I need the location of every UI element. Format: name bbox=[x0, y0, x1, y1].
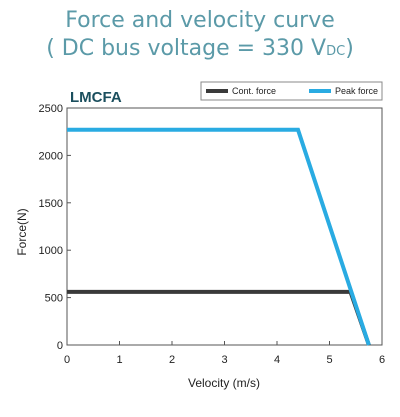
chart-title-line1: Force and velocity curve bbox=[65, 8, 335, 33]
y-tick-label: 2000 bbox=[39, 150, 63, 162]
x-tick-label: 4 bbox=[274, 354, 280, 366]
peak-force-legend-label: Peak force bbox=[335, 86, 378, 96]
peak-force-line bbox=[67, 127, 371, 346]
x-tick-label: 1 bbox=[116, 354, 122, 366]
y-tick-label: 1500 bbox=[39, 198, 63, 210]
plot-area bbox=[66, 107, 383, 346]
x-tick-label: 3 bbox=[221, 354, 227, 366]
x-tick-label: 2 bbox=[169, 354, 175, 366]
model-label: LMCFA bbox=[70, 89, 122, 106]
legend: Cont. force Peak force bbox=[200, 81, 383, 101]
y-tick-label: 500 bbox=[45, 293, 63, 305]
y-tick-label: 0 bbox=[57, 340, 63, 352]
x-axis-label: Velocity (m/s) bbox=[188, 376, 260, 390]
y-axis: 0 500 1000 1500 2000 2500 bbox=[39, 103, 71, 352]
cont-force-legend-label: Cont. force bbox=[232, 86, 276, 96]
x-tick-label: 6 bbox=[379, 354, 385, 366]
series-lines bbox=[67, 127, 371, 346]
y-tick-label: 1000 bbox=[39, 245, 63, 257]
y-axis-label: Force(N) bbox=[15, 208, 29, 255]
x-tick-label: 0 bbox=[64, 354, 70, 366]
legend-box bbox=[200, 81, 383, 101]
y-tick-label: 2500 bbox=[39, 103, 63, 115]
chart-title-line2: ( DC bus voltage = 330 VDC) bbox=[0, 36, 400, 65]
x-axis: 0 1 2 3 4 5 6 bbox=[64, 341, 385, 366]
x-tick-label: 5 bbox=[326, 354, 332, 366]
voltage-label: ( DC bus voltage = 330 V bbox=[46, 36, 327, 61]
voltage-close-paren: ) bbox=[345, 36, 354, 61]
voltage-subscript: DC bbox=[326, 44, 346, 59]
